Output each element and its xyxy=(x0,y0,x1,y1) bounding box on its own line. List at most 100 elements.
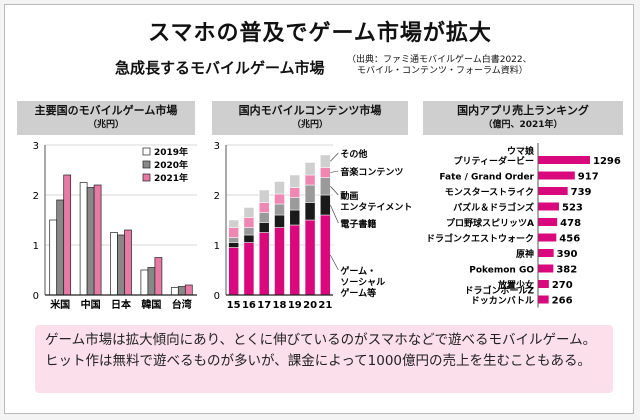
chart2-bar-segment-1 xyxy=(258,222,270,233)
chart3-category-label: モンスターストライク xyxy=(445,186,534,198)
chart1-legend-swatch xyxy=(142,147,151,156)
chart1-bar-1 xyxy=(147,267,156,296)
chart1-bar-1 xyxy=(56,199,65,296)
source-line-2: モバイル・コンテンツ・フォーラム資料） xyxy=(357,66,528,76)
chart3-bar xyxy=(538,264,554,273)
chart1-ytick-label: 0 xyxy=(33,291,39,302)
chart1-title: 主要国のモバイルゲーム市場 xyxy=(34,104,178,117)
chart2-ytick-label: 2 xyxy=(214,191,220,202)
chart2-bar-segment-2 xyxy=(274,203,285,216)
source-note: （出典：ファミ通モバイルゲーム白書2022、 モバイル・コンテンツ・フォーラム資… xyxy=(347,55,532,77)
chart3-category-label: パズル＆ドラゴンズ xyxy=(453,202,534,214)
chart1-bar-1 xyxy=(177,286,186,296)
chart3-category-label: ドラゴンボールZ xyxy=(464,285,534,297)
chart2-series-label: エンタテイメント xyxy=(340,201,412,213)
chart1-bar-2 xyxy=(154,257,163,296)
chart2-series-label: その他 xyxy=(340,148,367,160)
chart3-value-label: 270 xyxy=(552,280,573,291)
chart2-bar-segment-1 xyxy=(289,209,301,226)
chart2-series-leader xyxy=(330,254,339,271)
chart3-category-label: 放置少女 xyxy=(497,279,534,291)
chart2-bar-segment-4 xyxy=(258,189,270,203)
chart3-header: 国内アプリ売上ランキング （億円、2021年） xyxy=(423,101,623,135)
infographic-frame: スマホの普及でゲーム市場が拡大 急成長するモバイルゲーム市場 （出典：ファミ通モ… xyxy=(4,4,634,414)
chart3-category-label: ウマ娘 xyxy=(507,145,535,157)
chart3-title: 国内アプリ売上ランキング xyxy=(457,104,589,117)
chart2-bar-segment-3 xyxy=(320,167,331,178)
chart2-bar-segment-0 xyxy=(228,247,239,296)
chart2-series-leader xyxy=(330,186,339,196)
chart2-series-label: 動画 xyxy=(340,190,358,202)
chart1-bar-0 xyxy=(79,182,88,296)
chart1-ytick-label: 1 xyxy=(33,241,39,252)
chart3-unit: （億円、2021年） xyxy=(483,120,563,130)
chart2-bar-segment-2 xyxy=(289,197,301,211)
chart1-category-label: 韓国 xyxy=(141,298,161,311)
chart2-bar-segment-0 xyxy=(320,214,331,296)
chart1-header: 主要国のモバイルゲーム市場 （兆円） xyxy=(17,101,195,135)
chart2-bar-segment-0 xyxy=(289,224,301,296)
chart1-bar-0 xyxy=(110,232,118,296)
chart1-category-label: 台湾 xyxy=(172,298,192,311)
chart1-legend-label: 2020年 xyxy=(154,159,188,171)
chart1-category-label: 米国 xyxy=(50,298,70,311)
chart2-bar-segment-1 xyxy=(243,234,255,243)
chart2-ytick-label: 0 xyxy=(214,291,220,302)
chart3-bar xyxy=(538,187,568,195)
chart2-series-leader xyxy=(330,170,339,173)
chart3-category-label: ドッカンバトル xyxy=(471,296,534,307)
chart2-bar-segment-2 xyxy=(258,212,270,223)
chart3-bar xyxy=(538,249,554,257)
chart2-bar-segment-4 xyxy=(320,154,331,168)
chart2-header: 国内モバイルコンテンツ市場 （兆円） xyxy=(212,101,408,135)
chart3-value-label: 382 xyxy=(556,265,577,276)
chart1-bar-0 xyxy=(170,287,179,296)
chart2-bar-segment-0 xyxy=(274,227,285,296)
chart2-category-label: 20 xyxy=(303,300,317,311)
chart3-bar xyxy=(538,202,559,211)
chart3-category-label: Pokemon GO xyxy=(469,266,534,276)
chart1-bar-2 xyxy=(63,174,72,296)
chart2-bar-segment-3 xyxy=(289,187,301,198)
chart2-series-leader xyxy=(330,152,339,162)
chart2-bar-segment-4 xyxy=(228,219,239,228)
chart2-bar-segment-3 xyxy=(228,227,239,238)
chart2-bar-segment-0 xyxy=(243,242,255,296)
chart2-series-label: 音楽コンテンツ xyxy=(340,166,403,178)
chart2-bar-segment-3 xyxy=(304,174,316,186)
source-line-1: （出典：ファミ通モバイルゲーム白書2022、 xyxy=(347,55,532,65)
chart3-value-label: 478 xyxy=(560,218,581,229)
chart3-bar xyxy=(538,218,558,226)
chart1-ytick-label: 2 xyxy=(33,191,39,202)
chart2-bar-segment-4 xyxy=(243,207,255,218)
chart2-bar-segment-2 xyxy=(320,177,331,196)
chart1-bar-1 xyxy=(117,234,125,296)
chart1-bar-1 xyxy=(86,187,95,296)
chart2-series-label: ゲーム等 xyxy=(340,287,376,299)
chart1-category-label: 日本 xyxy=(111,298,132,311)
chart1-unit: （兆円） xyxy=(87,120,124,130)
chart2-category-label: 18 xyxy=(273,300,287,311)
chart3-category-label: プロ野球スピリッツA xyxy=(446,217,534,229)
chart2-category-label: 19 xyxy=(288,300,302,311)
chart1-legend-swatch xyxy=(142,160,151,169)
chart3-bar xyxy=(538,156,590,164)
chart3-value-label: 523 xyxy=(562,203,583,214)
chart1-bar-2 xyxy=(184,284,193,296)
chart2-bar-segment-0 xyxy=(304,219,316,296)
chart2-bar-segment-3 xyxy=(258,202,270,213)
subtitle: 急成長するモバイルゲーム市場 xyxy=(115,59,325,77)
summary-note: ゲーム市場は拡大傾向にあり、とくに伸びているのがスマホなどで遊べるモバイルゲーム… xyxy=(35,325,613,393)
chart2-bar-segment-2 xyxy=(243,227,255,236)
chart1-bar-0 xyxy=(49,219,58,296)
chart2-ytick-label: 1 xyxy=(214,241,220,252)
chart3-category-label: 原神 xyxy=(516,248,534,260)
chart3-value-label: 1296 xyxy=(593,156,621,167)
chart1-legend-label: 2021年 xyxy=(154,172,188,184)
chart3-bar xyxy=(538,280,549,288)
chart2-category-label: 15 xyxy=(227,300,241,311)
chart2-series-label: 電子書籍 xyxy=(340,218,376,230)
